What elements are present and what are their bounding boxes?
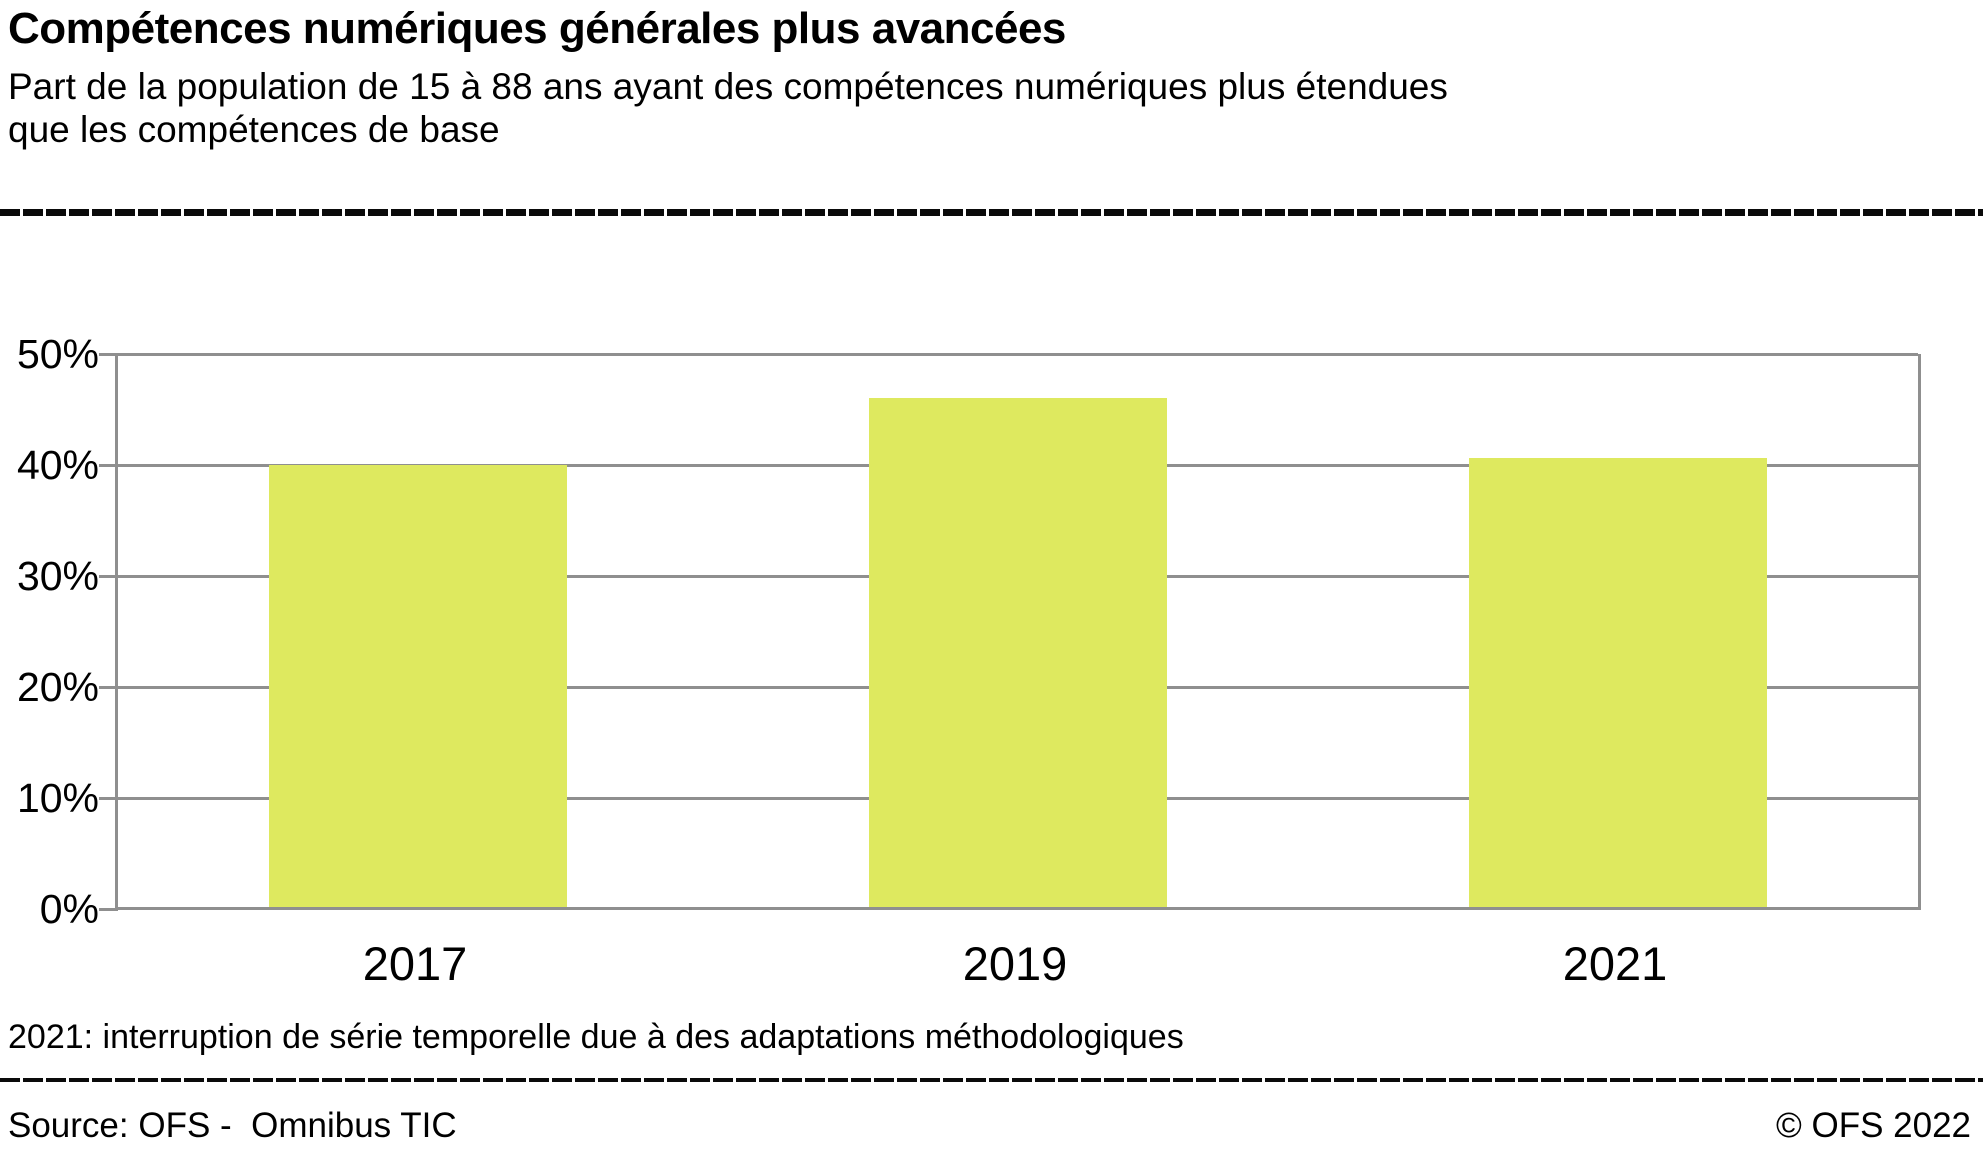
copyright-text: © OFS 2022 [1775,1106,1971,1145]
y-tick-label-0%: 0% [39,886,99,932]
footnote: 2021: interruption de série temporelle d… [8,1018,1184,1056]
y-axis-tick [99,685,118,689]
top-divider-line [0,209,1983,216]
bar-2021 [1469,458,1767,909]
chart-subtitle: Part de la population de 15 à 88 ans aya… [8,66,1448,150]
gridline-50% [118,352,1918,356]
x-axis-label-2019: 2019 [962,937,1068,990]
y-tick-label-40%: 40% [16,442,99,488]
x-axis-label-2017: 2017 [362,937,468,990]
bar-2019 [869,398,1167,909]
source-text: Source: OFS - Omnibus TIC [8,1106,457,1145]
y-tick-label-10%: 10% [16,775,99,821]
bar-2017 [269,465,567,909]
y-axis-tick [99,352,118,356]
y-axis-tick [99,463,118,467]
bottom-divider-line [0,1078,1983,1082]
y-tick-label-30%: 30% [16,553,99,599]
y-tick-label-50%: 50% [16,331,99,377]
x-axis-label-2021: 2021 [1562,937,1668,990]
plot-area [99,352,1921,911]
y-axis-tick [99,574,118,578]
y-axis-tick [99,796,118,800]
chart-title: Compétences numériques générales plus av… [8,4,1066,53]
y-axis-tick [99,907,118,911]
x-axis-line [115,907,1921,910]
y-tick-label-20%: 20% [16,664,99,710]
